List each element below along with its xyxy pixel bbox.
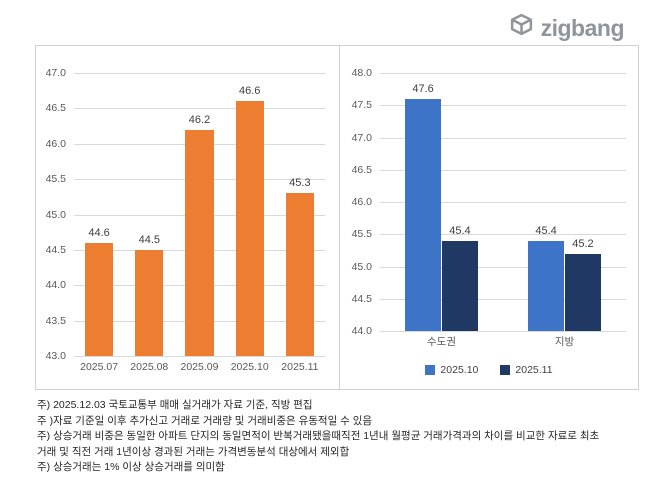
zigbang-logo-text: zigbang (540, 14, 625, 41)
x-category-label: 수도권 (427, 336, 456, 348)
gridline (380, 266, 626, 268)
legend-item: 2025.11 (500, 364, 553, 376)
y-axis-tick-label: 43.5 (45, 314, 66, 327)
chart-right-panel: 44.0 44.5 45.0 45.5 46.0 46.5 47.0 47.5 48.0 47.6… (339, 45, 639, 390)
footnote-line: 주) 상승거래 비중은 동일한 아파트 단지의 동일면적이 반복거래됐을때직전 … (37, 430, 600, 442)
footnote-line: 주) 상승거래는 1% 이상 상승거래를 의미함 (37, 461, 225, 473)
bar-value-label: 45.2 (572, 237, 594, 250)
x-category-label: 지방 (554, 336, 575, 348)
x-category-label: 2025.09 (180, 361, 219, 373)
y-axis-tick-label: 47.5 (351, 99, 372, 111)
legend-item: 2025.10 (425, 365, 478, 376)
bar-value-label: 45.4 (535, 224, 557, 237)
y-axis-tick-label: 46.5 (351, 163, 372, 176)
footnote-line: 주) 2025.12.03 국토교통부 매매 실거래가 자료 기준, 직방 편집 (37, 399, 313, 411)
bar-value-label: 45.4 (449, 224, 471, 237)
gridline (380, 169, 626, 171)
bar-value-label: 46.6 (238, 85, 261, 98)
y-axis-tick-label: 44.5 (351, 292, 372, 305)
gridline (380, 105, 626, 107)
bar (285, 193, 314, 356)
bar (185, 129, 214, 356)
x-category-label: 2025.11 (281, 361, 319, 373)
bar-value-label: 44.5 (138, 233, 160, 246)
y-axis-tick-label: 47.0 (45, 66, 66, 79)
footnotes: 주) 2025.12.03 국토교통부 매매 실거래가 자료 기준, 직방 편집… (37, 398, 637, 476)
bar-value-label: 46.2 (188, 113, 211, 126)
bar (527, 240, 565, 331)
x-category-label: 2025.10 (230, 361, 269, 373)
bar-value-label: 44.6 (88, 226, 110, 239)
gridline (380, 137, 626, 139)
x-category-label: 2025.08 (130, 361, 169, 373)
y-axis-tick-label: 48.0 (351, 66, 372, 79)
chart-left-panel: 43.0 43.5 44.0 44.5 45.0 45.5 46.0 46.5 47.0 44.6… (35, 45, 340, 390)
gridline (380, 331, 626, 332)
legend-swatch (500, 365, 511, 376)
gridline (380, 234, 626, 236)
x-category-label: 2025.07 (80, 361, 119, 373)
footnote-line: 거래 및 직전 거래 1년이상 경과된 거래는 가격변동분석 대상에서 제외합 (37, 445, 350, 458)
zigbang-logo-icon (509, 13, 534, 43)
gridline (380, 298, 626, 300)
bar (135, 249, 164, 356)
bar (441, 240, 479, 331)
y-axis-tick-label: 44.5 (45, 243, 66, 256)
y-axis-tick-label: 45.0 (351, 260, 372, 273)
y-axis-tick-label: 43.0 (45, 349, 66, 362)
legend-label: 2025.11 (515, 364, 553, 376)
y-axis-tick-label: 45.0 (45, 208, 66, 221)
bar-value-label: 45.3 (289, 177, 311, 190)
y-axis-tick-label: 44.0 (351, 324, 372, 337)
gridline (380, 202, 626, 203)
charts-container: 43.0 43.5 44.0 44.5 45.0 45.5 46.0 46.5 47.0 44.6… (35, 45, 639, 390)
y-axis-tick-label: 45.5 (45, 172, 66, 185)
y-axis-tick-label: 44.0 (45, 279, 66, 291)
y-axis-tick-label: 47.0 (351, 131, 372, 144)
gridline (74, 108, 325, 110)
bar (85, 242, 114, 356)
y-axis-tick-label: 46.5 (45, 102, 66, 115)
legend-label: 2025.10 (440, 364, 479, 376)
bar (404, 98, 442, 331)
gridline (74, 356, 325, 357)
footnote-line: 주 )자료 기준일 이후 추가신고 거래로 거래량 및 거래비중은 유동적일 수… (37, 414, 373, 427)
y-axis-tick-label: 46.0 (351, 195, 372, 208)
bar (235, 101, 264, 356)
gridline (380, 73, 626, 74)
zigbang-logo: zigbang (509, 13, 625, 43)
legend-swatch (425, 365, 436, 376)
y-axis-tick-label: 46.0 (45, 137, 66, 150)
bar-value-label: 47.6 (412, 82, 434, 95)
gridline (74, 73, 325, 74)
bar (564, 253, 602, 331)
y-axis-tick-label: 45.5 (351, 228, 372, 240)
legend: 2025.10 2025.11 (340, 365, 638, 376)
